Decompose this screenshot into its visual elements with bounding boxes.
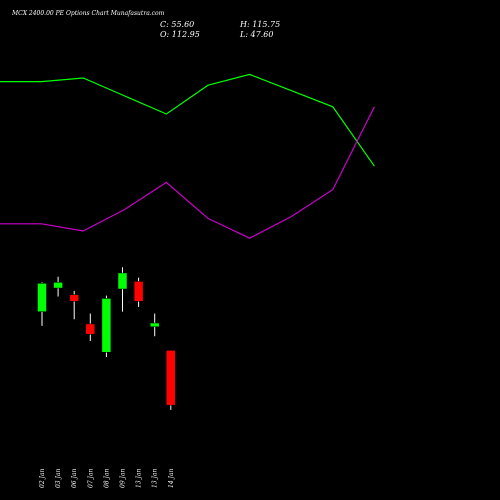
candle-body xyxy=(85,323,96,335)
x-tick-label: 03 Jan xyxy=(55,468,62,488)
candle-body xyxy=(37,283,47,312)
x-tick-label: 07 Jan xyxy=(87,468,94,488)
candle-body xyxy=(53,282,63,289)
candle-body xyxy=(69,294,79,302)
x-tick-label: 02 Jan xyxy=(39,468,46,488)
low-value: L: 47.60 xyxy=(239,30,273,39)
open-value: O: 112.95 xyxy=(160,30,200,39)
indicator-line-2 xyxy=(0,106,375,239)
candle-body xyxy=(166,350,176,406)
x-axis-ticks: 02 Jan 03 Jan 06 Jan 07 Jan 08 Jan 09 Jan 13 J… xyxy=(39,468,175,488)
candle-body xyxy=(101,298,112,353)
close-value: C: 55.60 xyxy=(160,20,194,29)
x-tick-label: 13 Jan xyxy=(136,468,143,488)
x-tick-label: 14 Jan xyxy=(168,468,175,488)
candle-body xyxy=(149,322,160,328)
high-value: H: 115.75 xyxy=(239,20,280,29)
x-tick-label: 08 Jan xyxy=(103,468,110,488)
x-tick-label: 06 Jan xyxy=(71,468,78,488)
candles xyxy=(37,267,176,410)
x-tick-label: 13 Jan xyxy=(152,468,159,488)
indicator-lines xyxy=(0,73,375,239)
x-tick-label: 09 Jan xyxy=(120,468,127,488)
indicator-line-1 xyxy=(0,73,375,167)
chart-title: MCX 2400.00 PE Options Chart Munafasutra… xyxy=(11,10,165,17)
candle-body xyxy=(133,281,144,302)
candle-body xyxy=(117,272,128,290)
